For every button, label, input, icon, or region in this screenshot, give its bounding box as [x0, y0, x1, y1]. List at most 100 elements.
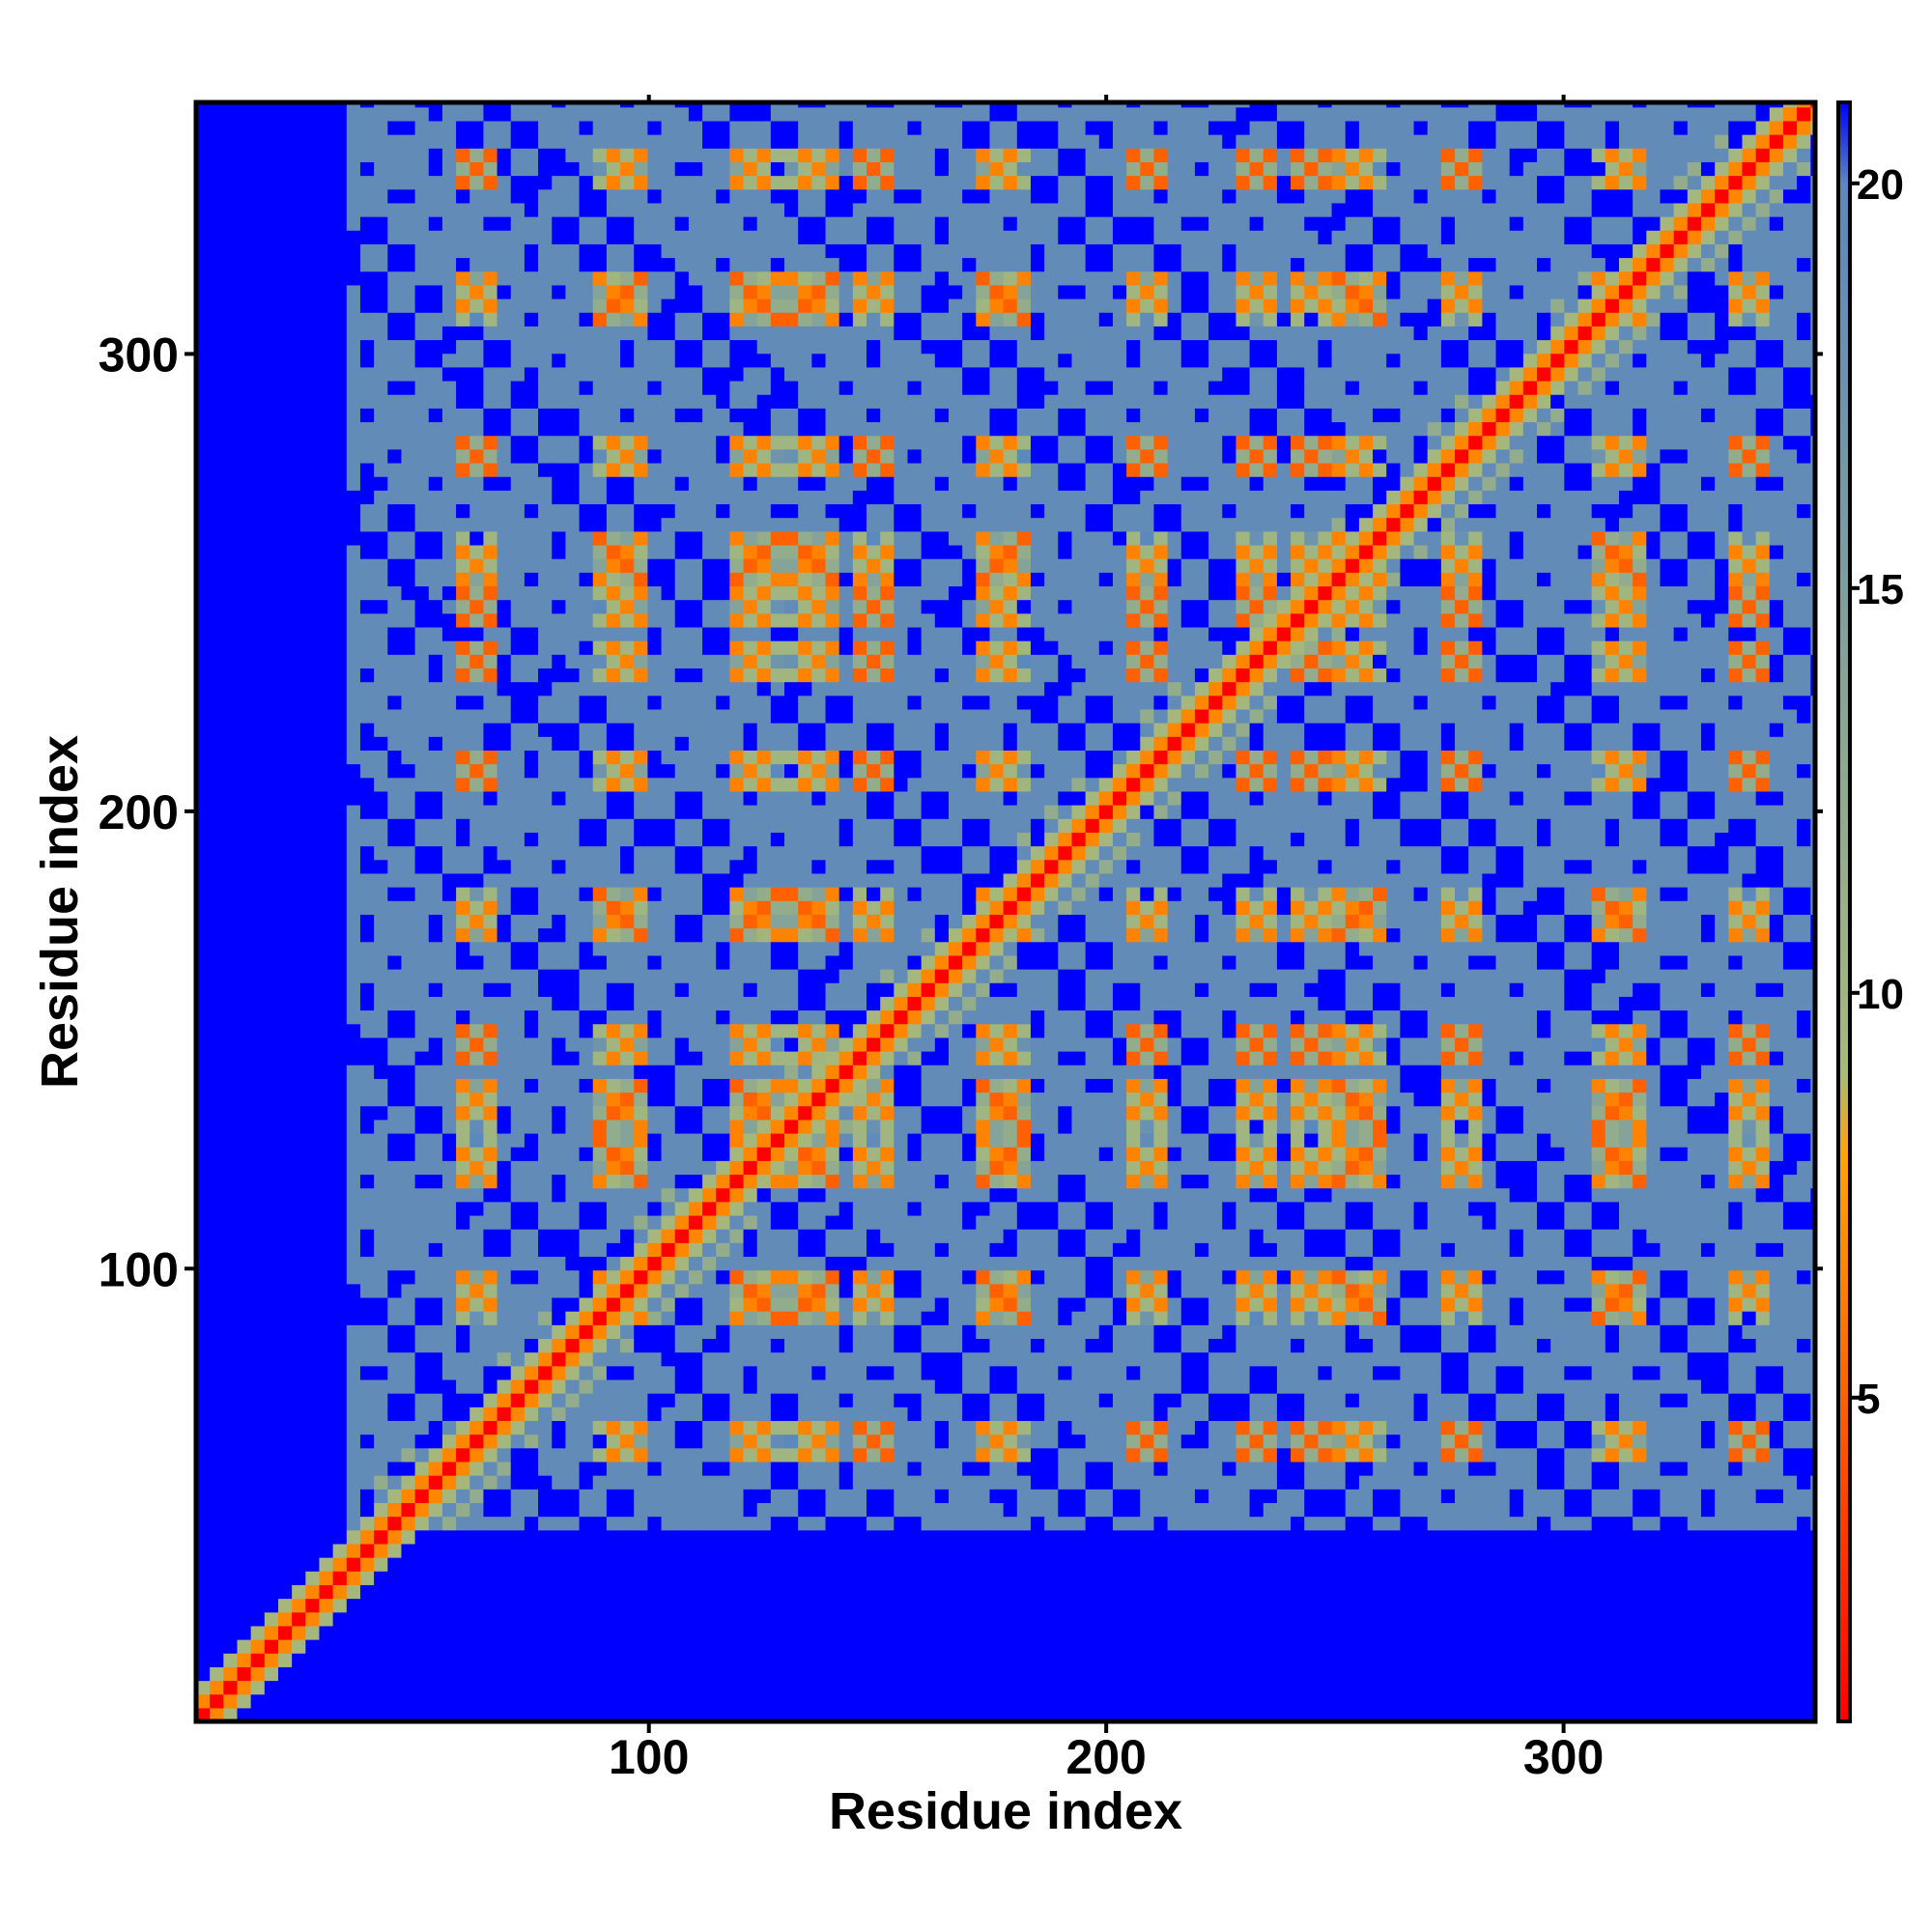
heatmap-cell	[401, 763, 416, 779]
heatmap-cell	[634, 408, 648, 423]
heatmap-cell	[250, 462, 266, 477]
heatmap-cell	[702, 312, 717, 327]
heatmap-cell	[743, 230, 758, 244]
heatmap-cell	[264, 1242, 279, 1258]
heatmap-cell	[483, 408, 498, 423]
heatmap-cell	[702, 1050, 717, 1065]
heatmap-cell	[305, 175, 321, 190]
heatmap-cell	[250, 1269, 266, 1285]
heatmap-cell	[292, 1447, 306, 1463]
heatmap-cell	[196, 1406, 211, 1421]
heatmap-cell	[305, 1092, 321, 1107]
heatmap-cell	[483, 257, 498, 272]
heatmap-cell	[456, 585, 470, 601]
heatmap-cell	[456, 708, 470, 724]
heatmap-cell	[661, 1256, 676, 1271]
heatmap-cell	[250, 763, 266, 779]
heatmap-cell	[428, 326, 443, 341]
heatmap-cell	[210, 790, 224, 806]
heatmap-cell	[716, 257, 730, 272]
heatmap-cell	[647, 1023, 663, 1038]
heatmap-cell	[524, 503, 539, 519]
heatmap-cell	[401, 1147, 416, 1161]
heatmap-cell	[497, 1693, 512, 1709]
heatmap-cell	[264, 723, 279, 737]
heatmap-cell	[538, 914, 553, 929]
heatmap-cell	[441, 1296, 457, 1312]
heatmap-cell	[401, 914, 416, 929]
heatmap-cell	[483, 572, 498, 587]
heatmap-cell	[346, 326, 361, 341]
heatmap-cell	[606, 818, 621, 833]
heatmap-cell	[359, 161, 375, 177]
heatmap-cell	[319, 1625, 334, 1640]
heatmap-cell	[565, 298, 581, 313]
heatmap-cell	[414, 394, 430, 409]
heatmap-cell	[210, 681, 224, 696]
heatmap-cell	[620, 106, 635, 122]
heatmap-cell	[346, 790, 361, 806]
heatmap-cell	[196, 585, 211, 601]
heatmap-cell	[319, 1023, 334, 1038]
heatmap-cell	[428, 1571, 443, 1585]
heatmap-cell	[196, 1639, 211, 1654]
heatmap-cell	[374, 120, 388, 135]
heatmap-cell	[620, 1187, 635, 1203]
heatmap-cell	[469, 1502, 485, 1518]
heatmap-cell	[538, 969, 553, 983]
heatmap-cell	[210, 777, 224, 792]
heatmap-cell	[729, 558, 745, 573]
heatmap-cell	[688, 887, 703, 901]
heatmap-cell	[592, 1283, 608, 1298]
heatmap-cell	[401, 572, 416, 587]
heatmap-cell	[497, 243, 512, 259]
heatmap-cell	[565, 530, 581, 546]
heatmap-cell	[250, 380, 266, 395]
heatmap-cell	[196, 681, 211, 696]
heatmap-cell	[552, 1242, 567, 1258]
heatmap-cell	[647, 1311, 663, 1325]
heatmap-cell	[510, 763, 526, 779]
heatmap-cell	[277, 969, 293, 983]
heatmap-cell	[292, 640, 306, 655]
heatmap-cell	[387, 1475, 403, 1490]
heatmap-cell	[634, 1037, 648, 1052]
heatmap-cell	[223, 394, 239, 409]
heatmap-cell	[674, 1078, 690, 1094]
heatmap-cell	[319, 1201, 334, 1216]
heatmap-cell	[264, 1023, 279, 1038]
heatmap-cell	[196, 1242, 211, 1258]
heatmap-cell	[729, 1078, 745, 1094]
heatmap-cell	[729, 777, 745, 792]
heatmap-cell	[702, 408, 717, 423]
heatmap-cell	[483, 818, 498, 833]
heatmap-cell	[716, 106, 730, 122]
heatmap-cell	[702, 954, 717, 970]
heatmap-cell	[579, 394, 594, 409]
heatmap-cell	[579, 1338, 594, 1353]
heatmap-cell	[606, 1147, 621, 1161]
heatmap-cell	[332, 1406, 348, 1421]
heatmap-cell	[579, 148, 594, 162]
heatmap-cell	[538, 1256, 553, 1271]
heatmap-cell	[346, 982, 361, 997]
heatmap-cell	[647, 763, 663, 779]
heatmap-cell	[223, 1324, 239, 1340]
heatmap-cell	[223, 1625, 239, 1640]
heatmap-cell	[565, 462, 581, 477]
heatmap-cell	[634, 969, 648, 983]
heatmap-cell	[565, 805, 581, 819]
heatmap-cell	[346, 1256, 361, 1271]
heatmap-cell	[250, 394, 266, 409]
heatmap-cell	[264, 914, 279, 929]
heatmap-cell	[716, 1037, 730, 1052]
heatmap-cell	[374, 1365, 388, 1380]
heatmap-cell	[237, 243, 252, 259]
heatmap-cell	[196, 872, 211, 888]
heatmap-cell	[456, 996, 470, 1011]
heatmap-cell	[387, 102, 403, 108]
heatmap-cell	[729, 326, 745, 341]
heatmap-cell	[196, 1105, 211, 1121]
heatmap-cell	[319, 996, 334, 1011]
heatmap-cell	[292, 1037, 306, 1052]
